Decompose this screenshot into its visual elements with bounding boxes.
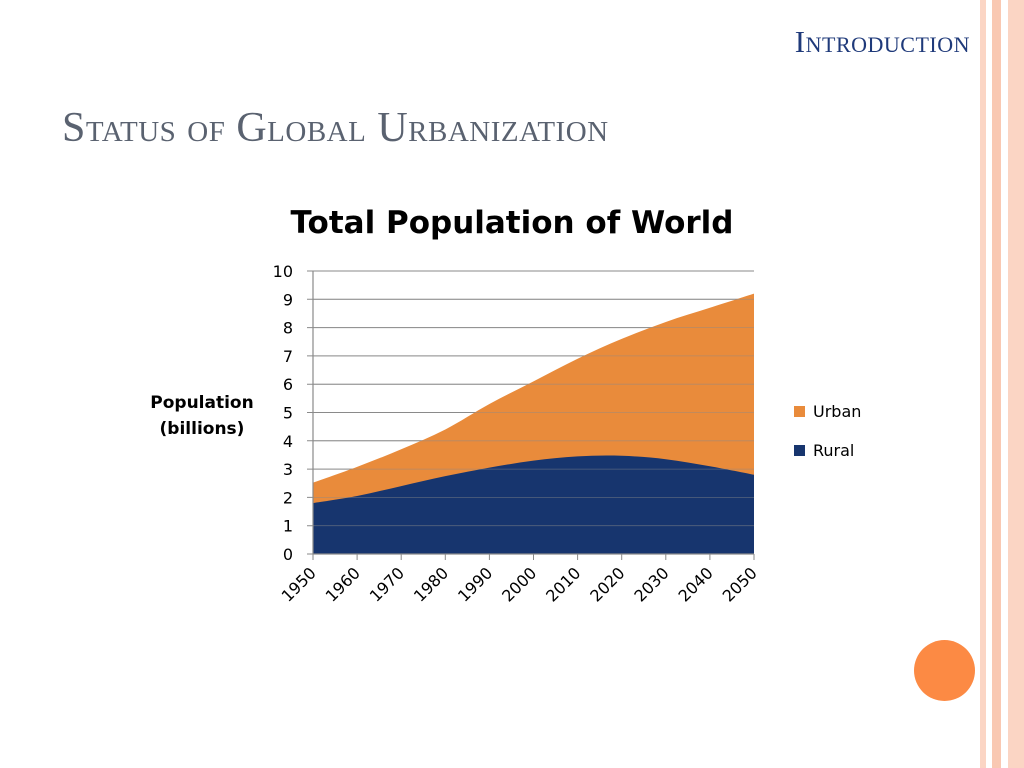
- x-tick-label: 1970: [366, 563, 408, 605]
- y-tick-label: 3: [283, 460, 293, 479]
- x-tick-label: 2050: [719, 563, 761, 605]
- chart-title: Total Population of World: [291, 205, 734, 241]
- x-tick-label: 1960: [322, 563, 364, 605]
- y-tick-label: 5: [283, 404, 293, 423]
- y-axis-label: Population: [150, 393, 253, 413]
- legend-label: Rural: [813, 441, 854, 460]
- x-tick-label: 1980: [410, 563, 452, 605]
- y-axis-label: (billions): [160, 419, 245, 439]
- y-tick-label: 7: [283, 347, 293, 366]
- population-area-chart: Total Population of World 0 1 2 3 4 5 6 7 8 9 10 195…: [150, 205, 861, 606]
- y-tick-label: 2: [283, 488, 293, 507]
- legend-swatch: [794, 406, 805, 417]
- y-tick-label: 6: [283, 375, 293, 394]
- frame-stripe-outer: [980, 0, 986, 768]
- x-tick-label: 2040: [675, 563, 717, 605]
- x-tick-label: 1950: [278, 563, 320, 605]
- x-tick-label: 2020: [586, 563, 628, 605]
- frame-stripe-edge: [1008, 0, 1024, 768]
- y-tick-label: 8: [283, 319, 293, 338]
- legend-label: Urban: [813, 402, 861, 421]
- x-tick-label: 1990: [454, 563, 496, 605]
- x-tick-label: 2000: [498, 563, 540, 605]
- y-tick-label: 9: [283, 290, 293, 309]
- rural-area: [313, 455, 754, 554]
- x-tick-label: 2010: [542, 563, 584, 605]
- y-tick-label: 4: [283, 432, 293, 451]
- slide-title: Status of Global Urbanization: [62, 105, 609, 151]
- y-tick-label: 0: [283, 545, 293, 564]
- y-tick-label: 1: [283, 517, 293, 536]
- accent-circle: [914, 640, 975, 701]
- y-tick-label: 10: [273, 262, 293, 281]
- x-tick-label: 2030: [630, 563, 672, 605]
- section-label: Introduction: [794, 24, 970, 59]
- legend-swatch: [794, 445, 805, 456]
- frame-stripe-inner: [992, 0, 1001, 768]
